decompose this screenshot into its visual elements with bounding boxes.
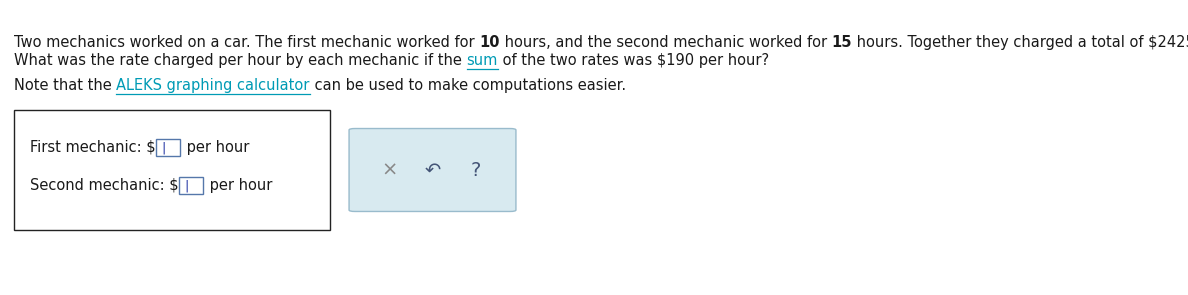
Text: per hour: per hour <box>204 178 272 193</box>
Text: First mechanic: $: First mechanic: $ <box>30 140 156 155</box>
Text: sum: sum <box>467 53 498 68</box>
Text: What was the rate charged per hour by each mechanic if the: What was the rate charged per hour by ea… <box>14 53 467 68</box>
Text: hours. Together they charged a total of $2425.: hours. Together they charged a total of … <box>852 35 1188 50</box>
Text: 15: 15 <box>832 35 852 50</box>
Text: ?: ? <box>470 160 481 179</box>
Text: can be used to make computations easier.: can be used to make computations easier. <box>310 78 626 93</box>
Text: of the two rates was $190 per hour?: of the two rates was $190 per hour? <box>498 53 769 68</box>
Text: Second mechanic: $: Second mechanic: $ <box>30 178 178 193</box>
Text: 10: 10 <box>479 35 500 50</box>
Text: |: | <box>185 180 189 193</box>
Text: ❯: ❯ <box>63 12 77 23</box>
Text: Note that the: Note that the <box>14 78 116 93</box>
Text: ALEKS graphing calculator: ALEKS graphing calculator <box>116 78 310 93</box>
Text: hours, and the second mechanic worked for: hours, and the second mechanic worked fo… <box>500 35 832 50</box>
Text: ×: × <box>381 160 397 179</box>
Text: ↶: ↶ <box>424 160 441 179</box>
Text: Two mechanics worked on a car. The first mechanic worked for: Two mechanics worked on a car. The first… <box>14 35 479 50</box>
Text: per hour: per hour <box>182 140 249 155</box>
Text: |: | <box>162 142 166 155</box>
